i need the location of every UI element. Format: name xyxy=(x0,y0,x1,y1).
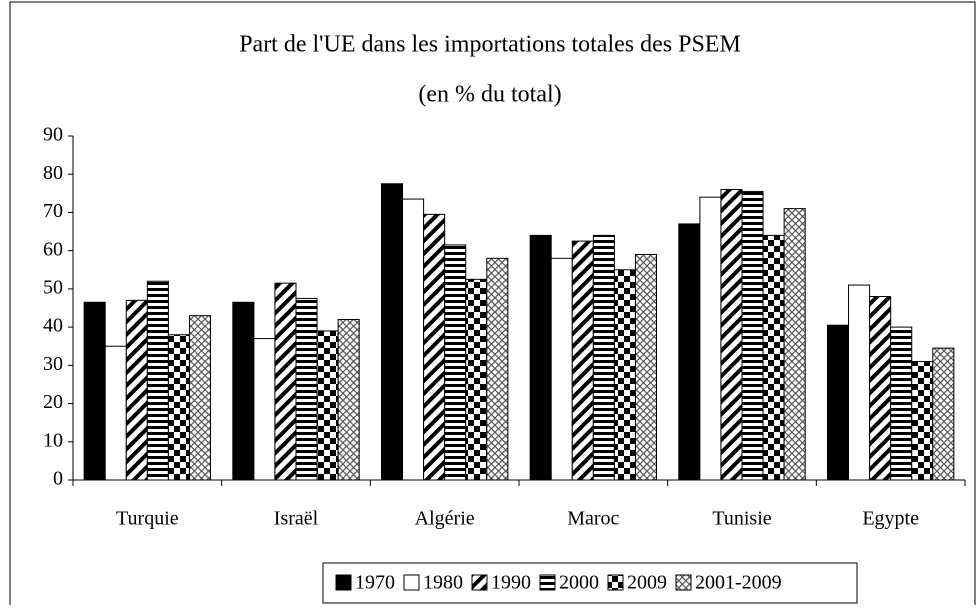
y-tick-label: 10 xyxy=(43,429,63,451)
bar xyxy=(699,196,722,481)
bar xyxy=(337,318,360,481)
chart-subtitle: (en % du total) xyxy=(418,82,561,108)
y-tick-label: 30 xyxy=(43,353,63,375)
legend-label: 2000 xyxy=(559,572,599,594)
legend-swatch xyxy=(403,574,420,591)
bar xyxy=(402,198,425,481)
bar xyxy=(188,315,212,481)
bar xyxy=(592,234,615,481)
bar xyxy=(550,257,573,481)
legend-label: 1970 xyxy=(355,572,395,594)
legend-label: 2001-2009 xyxy=(695,572,782,594)
bar xyxy=(613,269,636,481)
x-tick-label: Egypte xyxy=(862,508,919,530)
bar xyxy=(125,299,148,481)
x-tick-label: Algérie xyxy=(415,508,475,530)
legend-swatch xyxy=(335,574,352,591)
bar xyxy=(83,301,106,481)
bar xyxy=(783,208,806,481)
legend-swatch xyxy=(675,574,692,591)
bar xyxy=(529,234,552,481)
y-tick-label: 60 xyxy=(43,238,63,260)
bar xyxy=(720,189,743,481)
bar xyxy=(167,334,190,481)
y-tick-label: 0 xyxy=(53,468,63,490)
chart-border xyxy=(9,1,976,610)
bar xyxy=(678,223,701,481)
bar xyxy=(104,345,127,481)
bar xyxy=(741,190,764,481)
x-tick-label: Tunisie xyxy=(712,508,771,530)
legend-box xyxy=(322,562,858,604)
x-tick-label: Israël xyxy=(274,508,319,530)
y-tick-label: 90 xyxy=(43,124,63,146)
bar xyxy=(253,338,276,481)
bar xyxy=(380,183,404,481)
bar xyxy=(444,244,467,481)
chart-title: Part de l'UE dans les importations total… xyxy=(239,32,741,58)
bar xyxy=(848,284,871,481)
bar xyxy=(911,361,934,481)
legend-label: 2009 xyxy=(627,572,667,594)
bar xyxy=(869,296,892,481)
legend-swatch xyxy=(539,574,556,591)
bar xyxy=(423,213,446,481)
bar xyxy=(826,324,850,481)
legend-label: 1990 xyxy=(491,572,531,594)
bar xyxy=(634,253,658,481)
legend-label: 1980 xyxy=(423,572,463,594)
y-tick-label: 40 xyxy=(43,315,63,337)
bar xyxy=(465,278,488,481)
bar xyxy=(932,347,955,481)
bar xyxy=(274,282,297,481)
y-tick-label: 80 xyxy=(43,162,63,184)
bar xyxy=(486,257,509,481)
bar xyxy=(316,330,339,481)
bar xyxy=(890,326,913,481)
bar xyxy=(295,297,318,481)
y-tick-label: 20 xyxy=(43,391,63,413)
bar xyxy=(762,234,785,481)
x-tick-label: Maroc xyxy=(567,508,619,530)
legend-swatch xyxy=(607,574,624,591)
bar xyxy=(571,240,594,481)
legend-swatch xyxy=(471,574,488,591)
x-tick-label: Turquie xyxy=(116,508,179,530)
bar xyxy=(146,280,169,481)
y-tick-label: 70 xyxy=(43,200,63,222)
y-tick-label: 50 xyxy=(43,276,63,298)
bar xyxy=(232,301,255,481)
